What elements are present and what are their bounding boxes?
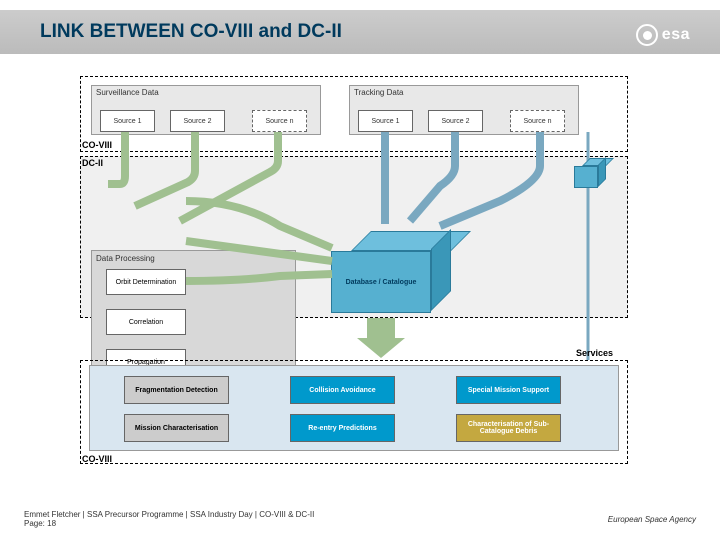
footer-line2: Page: 18 [24,519,314,528]
dcii-section: Data Processing Orbit Determination Corr… [80,156,628,318]
tracking-title: Tracking Data [350,86,578,99]
dp-orbit: Orbit Determination [106,269,186,295]
svc-subcatalogue: Characterisation of Sub-Catalogue Debris [456,414,561,442]
page-title: LINK BETWEEN CO-VIII and DC-II [40,21,342,43]
surveillance-group: Surveillance Data Source 1 Source 2 Sour… [91,85,321,135]
coviii-bottom-section: Fragmentation Detection Collision Avoida… [80,360,628,464]
surv-source-2: Source 2 [170,110,225,132]
services-group: Fragmentation Detection Collision Avoida… [89,365,619,451]
esa-logo: esa [636,24,690,46]
footer-right: European Space Agency [608,515,696,524]
track-source-n: Source n [510,110,565,132]
database-cube: Database / Catalogue [331,231,461,311]
coviii-bottom-label: CO-VIII [82,454,112,464]
svc-mission-char: Mission Characterisation [124,414,229,442]
small-cube-right [574,158,610,194]
footer-left: Emmet Fletcher | SSA Precursor Programme… [24,510,314,528]
footer-line1: Emmet Fletcher | SSA Precursor Programme… [24,510,314,519]
coviii-top-label: CO-VIII [82,140,112,150]
svc-special-mission: Special Mission Support [456,376,561,404]
esa-logo-text: esa [662,26,690,44]
track-source-2: Source 2 [428,110,483,132]
track-source-1: Source 1 [358,110,413,132]
dp-title: Data Processing [92,251,295,266]
esa-logo-icon [636,24,658,46]
dcii-label: DC-II [82,158,103,168]
dp-correlation: Correlation [106,309,186,335]
surveillance-title: Surveillance Data [92,86,320,99]
database-label: Database / Catalogue [331,251,431,313]
tracking-group: Tracking Data Source 1 Source 2 Source n [349,85,579,135]
surv-source-n: Source n [252,110,307,132]
diagram: Surveillance Data Source 1 Source 2 Sour… [80,76,640,468]
svc-collision: Collision Avoidance [290,376,395,404]
surv-source-1: Source 1 [100,110,155,132]
svc-reentry: Re-entry Predictions [290,414,395,442]
coviii-top-section: Surveillance Data Source 1 Source 2 Sour… [80,76,628,152]
services-label: Services [576,348,613,358]
svc-fragmentation: Fragmentation Detection [124,376,229,404]
header-band: LINK BETWEEN CO-VIII and DC-II esa [0,10,720,54]
